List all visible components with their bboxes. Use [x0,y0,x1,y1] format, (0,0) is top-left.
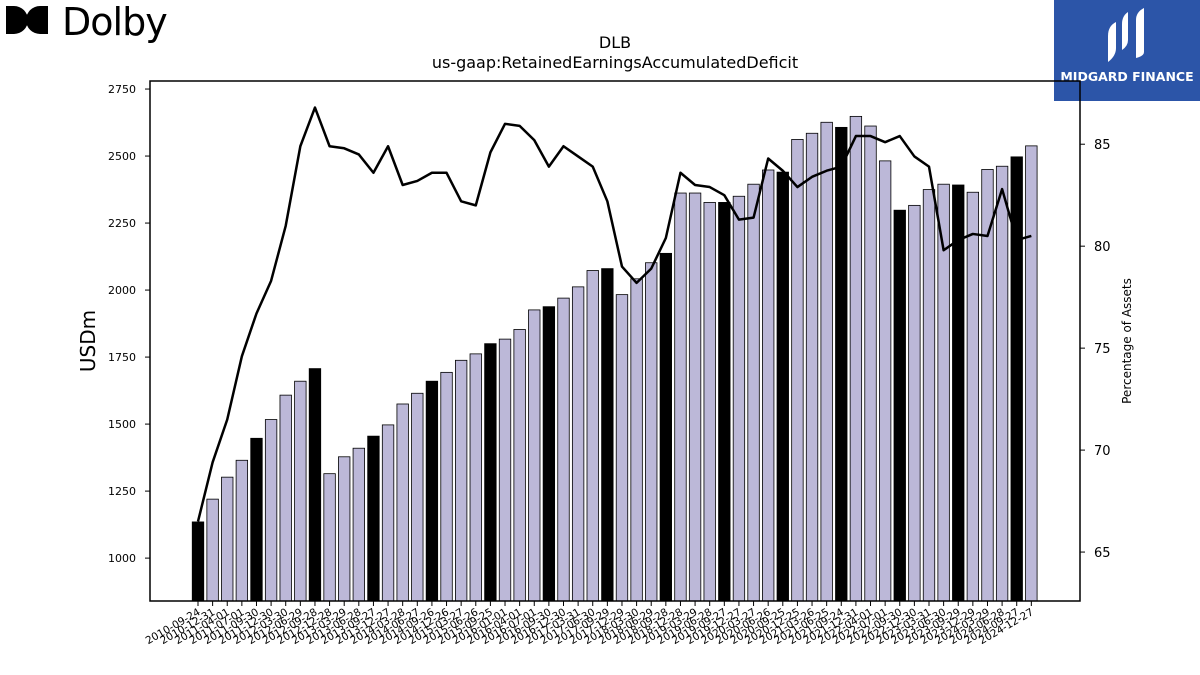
bar-2022-12-30 [908,204,921,602]
bar-2022-09-30 [893,209,906,602]
bar-2018-09-28 [659,252,672,602]
bar-2010-12-31 [206,498,219,602]
y2-tick-label: 85 [1094,138,1111,153]
bar-2015-09-25 [484,343,497,602]
bar-series [191,115,1038,602]
y2-axis-label: Percentage of Assets [1120,278,1134,404]
y-axis-left: 1000 1250 1500 1750 2000 2250 2500 2750 [108,83,150,565]
y-axis-right: 65 70 75 80 85 [1080,138,1111,561]
y2-tick-label: 70 [1094,444,1111,459]
midgard-finance-badge: MIDGARD FINANCE [1054,0,1200,101]
x-axis: 2010-09-242010-12-312011-04-012011-07-01… [144,601,1036,647]
bar-2021-09-24 [835,126,848,602]
plot-frame [149,80,1081,602]
bar-2012-06-29 [294,380,307,602]
bar-2012-03-30 [279,394,292,602]
bar-2016-04-01 [513,329,526,602]
bar-2020-03-27 [747,183,760,602]
bar-2021-06-25 [820,121,833,602]
bar-2020-12-25 [791,139,804,602]
bar-2017-09-29 [601,268,614,602]
y-tick-label: 1750 [108,351,136,364]
y-tick-label: 1500 [108,418,136,431]
bar-2023-03-31 [922,189,936,602]
bar-2013-06-28 [352,447,365,602]
bar-2020-06-26 [762,169,775,602]
bar-2022-07-01 [878,160,892,602]
dolby-wordmark: Dolby [62,0,168,44]
bar-2014-06-27 [411,392,424,602]
percentage-of-assets-line [196,106,1032,522]
y-tick-label: 1000 [108,552,136,565]
y-tick-label: 2750 [108,83,136,96]
bar-2023-12-29 [966,191,980,602]
bar-2017-12-29 [615,294,629,602]
y2-tick-label: 65 [1094,546,1111,561]
bar-2013-12-27 [381,424,395,602]
bar-2021-12-31 [849,115,863,602]
bar-2011-12-30 [264,419,278,602]
bar-2016-09-30 [542,306,556,602]
bar-2014-03-28 [396,403,409,602]
bar-2015-06-26 [469,353,482,602]
bar-2024-06-28 [995,165,1009,602]
bar-2020-09-25 [776,171,789,602]
bar-2021-03-26 [805,132,819,602]
y-tick-label: 2500 [108,150,136,163]
bar-2018-12-28 [674,192,687,602]
bar-2019-06-28 [703,202,716,602]
bar-2019-03-29 [688,192,702,602]
bar-2017-03-31 [571,286,585,602]
bar-2010-09-24 [191,521,205,602]
bar-2019-09-27 [718,202,731,602]
bar-2017-06-30 [586,270,599,602]
bar-2018-06-29 [645,262,658,602]
bar-2013-09-27 [367,435,380,602]
bar-2016-01-01 [498,338,512,602]
bar-2015-03-27 [455,359,468,602]
bar-2011-09-30 [250,437,263,602]
bar-2018-03-30 [630,278,643,602]
dolby-logo: Dolby [4,0,174,46]
y-tick-label: 2000 [108,284,136,297]
dolby-double-d-icon [6,6,48,34]
bar-2024-12-27 [1025,145,1038,602]
y-tick-label: 2250 [108,217,136,230]
chart-subtitle: us-gaap:RetainedEarningsAccumulatedDefic… [432,53,798,72]
y2-tick-label: 80 [1094,240,1111,255]
midgard-finance-label: MIDGARD FINANCE [1060,69,1194,84]
chart-title: DLB [599,33,631,52]
y-axis-label: USDm [76,310,100,372]
bar-2019-12-27 [732,195,746,602]
bar-2011-07-01 [235,459,249,602]
bar-2016-12-30 [557,297,570,602]
bar-2016-07-01 [528,309,541,602]
bar-2014-12-26 [440,371,453,602]
y-tick-label: 1250 [108,485,136,498]
bar-2023-09-29 [952,184,965,602]
bar-2014-09-26 [425,380,439,602]
bar-2022-04-01 [864,125,877,602]
midgard-emblem-icon [1108,8,1144,62]
bar-2013-03-29 [338,456,351,602]
y2-tick-label: 75 [1094,342,1111,357]
bar-2012-09-28 [308,368,322,602]
bar-2012-12-28 [323,473,336,602]
bar-2011-04-01 [221,476,234,602]
